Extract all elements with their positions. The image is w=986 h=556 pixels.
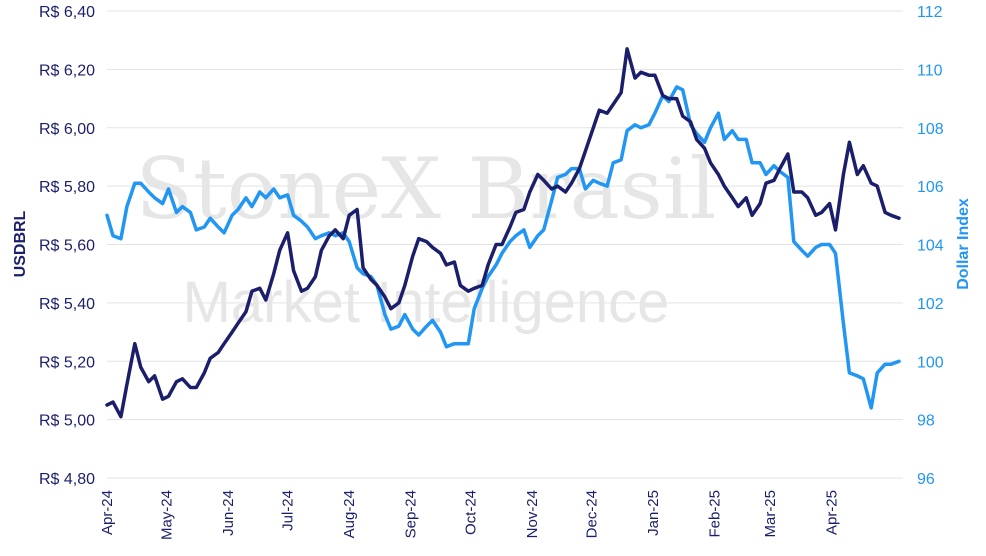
y-tick-label: R$ 5,40 [39,296,95,313]
x-tick-label: Aug-24 [341,490,358,538]
y2-tick-label: 98 [917,413,935,430]
y-tick-label: R$ 6,20 [39,62,95,79]
right-axis-ticks: 96 98 100 102 104 106 108 110 112 [917,4,944,488]
y2-tick-label: 110 [917,62,943,79]
y2-tick-label: 104 [917,238,944,255]
watermark: StoneX Brasil Market Intelligence [136,140,717,335]
y2-tick-label: 106 [917,179,944,196]
x-tick-label: Oct-24 [462,490,479,535]
x-tick-label: Apr-25 [824,490,841,535]
y-tick-label: R$ 4,80 [39,471,95,488]
watermark-line-2: Market Intelligence [183,270,670,335]
x-tick-label: Sep-24 [403,490,420,538]
y2-tick-label: 100 [917,354,944,371]
x-tick-label: Feb-25 [706,490,723,538]
watermark-line-1: StoneX Brasil [136,140,717,238]
y2-tick-label: 108 [917,121,944,138]
x-tick-label: Dec-24 [583,490,600,538]
y-tick-label: R$ 5,60 [39,238,95,255]
series-line-dollar-index [105,85,901,410]
y2-tick-label: 96 [917,471,935,488]
y2-axis-title: Dollar Index [955,198,972,290]
x-tick-label: Jul-24 [280,490,297,531]
y-tick-label: R$ 6,40 [39,4,95,21]
x-axis-ticks: Apr-24 May-24 Jun-24 Jul-24 Aug-24 Sep-24 Oct-… [99,490,841,540]
y2-tick-label: 112 [917,4,943,21]
y2-tick-label: 102 [917,296,944,313]
series-layer [105,47,901,419]
x-tick-label: May-24 [159,490,176,540]
y-tick-label: R$ 6,00 [39,121,95,138]
series-line-usdbrl [105,47,901,419]
x-tick-label: Jun-24 [220,490,237,536]
x-tick-label: Nov-24 [524,490,541,538]
grid-lines [107,10,903,479]
y-tick-label: R$ 5,00 [39,413,95,430]
y-axis-title: USDBRL [12,210,29,277]
left-axis-ticks: R$ 4,80 R$ 5,00 R$ 5,20 R$ 5,40 R$ 5,60 R$ 5,… [39,4,95,488]
x-tick-label: Jan-25 [645,490,662,536]
y-tick-label: R$ 5,80 [39,179,95,196]
y-tick-label: R$ 5,20 [39,354,95,371]
x-tick-label: Apr-24 [99,490,116,535]
x-tick-label: Mar-25 [762,490,779,538]
